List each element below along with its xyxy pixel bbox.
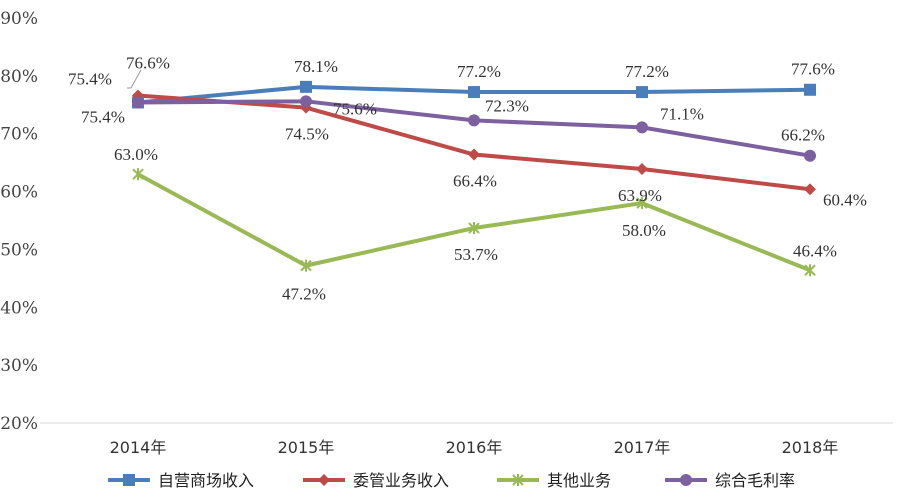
data-label: 63.9% [618, 186, 662, 205]
data-label: 53.7% [454, 245, 498, 264]
data-point-marker [468, 86, 480, 99]
data-point-marker [804, 264, 816, 277]
legend-label: 综合毛利率 [715, 471, 795, 490]
legend-marker [123, 474, 135, 486]
data-point-marker [804, 83, 816, 96]
data-point-marker [636, 197, 648, 210]
y-tick-label: 50% [0, 240, 38, 260]
legend-item: 其他业务 [497, 471, 611, 490]
y-tick-label: 40% [0, 298, 38, 318]
data-point-marker [804, 183, 816, 196]
x-tick-label: 2016年 [446, 438, 503, 457]
series-markers [132, 80, 816, 277]
data-label: 77.6% [791, 60, 835, 79]
y-axis-ticks: 20% 30% 40% 50% 60% 70% 80% 90% [0, 9, 38, 434]
data-label: 72.3% [485, 96, 529, 115]
data-label: 75.6% [333, 99, 377, 118]
data-label: 77.2% [625, 62, 669, 81]
data-point-marker [468, 148, 480, 161]
data-label: 46.4% [793, 241, 837, 260]
data-point-marker [804, 149, 816, 162]
data-point-marker [300, 95, 312, 108]
legend-item: 综合毛利率 [665, 471, 795, 490]
y-tick-label: 80% [0, 67, 38, 87]
x-axis-ticks: 2014年 2015年 2016年 2017年 2018年 [110, 438, 839, 457]
data-point-marker [468, 222, 480, 235]
y-tick-label: 60% [0, 183, 38, 203]
data-label: 66.4% [453, 172, 497, 191]
x-tick-label: 2018年 [782, 438, 839, 457]
data-label: 74.5% [285, 125, 329, 144]
data-label: 71.1% [660, 104, 704, 123]
legend-marker [680, 474, 692, 486]
x-tick-label: 2014年 [110, 438, 167, 457]
legend-item: 委管业务收入 [303, 471, 449, 490]
data-point-marker [468, 114, 480, 127]
y-tick-label: 20% [0, 414, 38, 434]
data-point-marker [636, 163, 648, 176]
legend-marker [512, 474, 524, 486]
data-label: 77.2% [457, 62, 501, 81]
legend-label: 其他业务 [547, 471, 611, 490]
data-label: 66.2% [781, 126, 825, 145]
x-tick-label: 2017年 [614, 438, 671, 457]
data-point-marker [132, 96, 144, 109]
legend: 自营商场收入 委管业务收入 其他业务 综合毛利率 [108, 471, 795, 490]
data-label: 58.0% [622, 221, 666, 240]
data-point-marker [300, 80, 312, 93]
legend-label: 委管业务收入 [353, 471, 449, 490]
data-label: 60.4% [823, 190, 867, 209]
x-tick-label: 2015年 [278, 438, 335, 457]
legend-item: 自营商场收入 [108, 471, 254, 490]
data-label: 75.4% [68, 69, 112, 88]
legend-marker [318, 474, 330, 486]
data-labels: 75.4% 78.1% 77.2% 77.2% 77.6% 76.6% 74.5% 66.4%… [68, 54, 867, 304]
y-tick-label: 90% [0, 9, 38, 29]
data-point-marker [636, 121, 648, 134]
data-label: 78.1% [294, 57, 338, 76]
label-leader-line [127, 69, 142, 89]
data-point-marker [300, 259, 312, 272]
data-label: 47.2% [282, 285, 326, 304]
legend-label: 自营商场收入 [158, 471, 254, 490]
y-tick-label: 30% [0, 356, 38, 376]
series-line [137, 99, 811, 158]
data-point-marker [636, 86, 648, 99]
data-point-marker [132, 168, 144, 181]
data-label: 63.0% [114, 145, 158, 164]
data-label: 76.6% [126, 54, 170, 73]
data-label: 75.4% [81, 107, 125, 126]
y-tick-label: 70% [0, 125, 38, 145]
